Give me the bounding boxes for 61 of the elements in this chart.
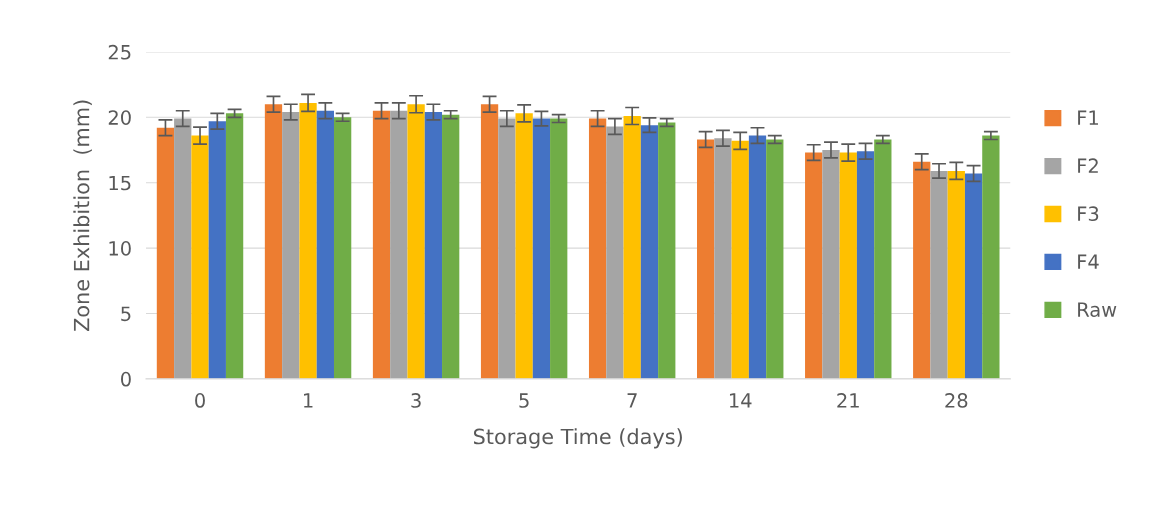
bar <box>480 104 499 379</box>
bar <box>839 152 857 379</box>
y-tick-label: 15 <box>109 175 131 191</box>
x-tick-label: 7 <box>627 393 637 408</box>
legend-label: F3 <box>1078 206 1099 222</box>
bar <box>982 135 1000 379</box>
legend-label: F2 <box>1078 158 1098 173</box>
y-tick-label: 25 <box>108 44 131 60</box>
x-axis-title: Storage Time (days) <box>473 428 682 449</box>
bar <box>588 118 607 379</box>
bar <box>964 173 983 379</box>
bar <box>697 139 715 379</box>
bar <box>390 110 408 379</box>
bar <box>947 170 965 379</box>
bar <box>407 104 425 379</box>
bar <box>299 102 317 379</box>
bar <box>623 115 641 379</box>
bar <box>282 112 300 379</box>
y-tick-label: 20 <box>108 110 131 125</box>
bar <box>442 114 460 379</box>
x-tick-label: 28 <box>945 393 968 408</box>
y-axis-title: Zone Exhibition (mm) <box>73 100 92 332</box>
x-tick-label: 5 <box>519 393 529 408</box>
y-tick-label: 10 <box>109 241 131 256</box>
legend-label: Raw <box>1078 302 1117 317</box>
bar <box>822 149 840 379</box>
bar <box>156 127 175 379</box>
bar <box>640 125 659 379</box>
bar <box>714 138 732 379</box>
bar <box>208 121 226 379</box>
y-tick-label: 0 <box>121 371 131 387</box>
legend-label: F4 <box>1078 254 1099 269</box>
bar <box>515 113 533 379</box>
bar <box>532 118 551 379</box>
bar <box>748 135 767 379</box>
x-tick-label: 21 <box>837 393 859 408</box>
y-tick-label: 5 <box>121 306 131 322</box>
x-tick-label: 3 <box>411 393 421 408</box>
bar <box>372 110 391 379</box>
bar <box>550 118 568 379</box>
bar <box>766 139 784 379</box>
bar <box>225 113 244 379</box>
bar <box>264 104 283 379</box>
bar <box>856 151 875 379</box>
bar <box>333 117 352 379</box>
bar <box>174 118 192 379</box>
bar <box>913 161 931 379</box>
x-tick-label: 14 <box>729 393 752 408</box>
bar <box>731 140 749 379</box>
bar <box>930 170 948 379</box>
bar <box>874 139 892 379</box>
x-tick-label: 1 <box>304 393 313 408</box>
legend-label: F1 <box>1078 110 1098 125</box>
bar <box>191 135 209 379</box>
x-tick-label: 0 <box>195 393 205 408</box>
bar <box>498 118 516 379</box>
bar <box>316 110 334 379</box>
bar <box>805 152 823 379</box>
bar <box>658 122 676 379</box>
bar <box>424 112 443 379</box>
bar <box>606 126 624 379</box>
